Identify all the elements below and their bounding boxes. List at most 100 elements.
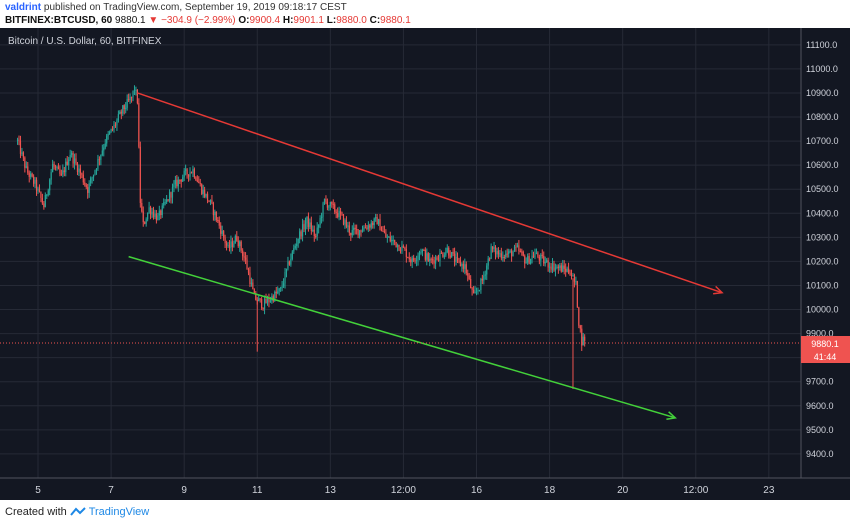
candle-body <box>306 216 308 224</box>
candle-body <box>149 207 152 215</box>
candle-body <box>50 172 52 180</box>
candle-body <box>474 291 476 294</box>
candle-body <box>353 227 355 231</box>
resistance-trendline[interactable] <box>137 92 723 294</box>
candle-body <box>52 164 54 173</box>
candle-body <box>361 230 364 232</box>
candle-body <box>515 246 517 248</box>
candle-body <box>90 178 92 184</box>
candle-body <box>547 260 549 268</box>
x-tick-label: 12:00 <box>391 485 416 496</box>
candle-body <box>22 152 24 158</box>
candle-body <box>54 166 57 168</box>
candle-body <box>176 179 178 187</box>
published-text: published on TradingView.com, September … <box>43 2 347 13</box>
candle-body <box>240 241 242 251</box>
candle-body <box>430 258 432 260</box>
candle-body <box>414 260 416 262</box>
candle-body <box>76 163 79 172</box>
candle-body <box>242 250 244 257</box>
candle-body <box>497 250 500 255</box>
candle-body <box>500 253 502 259</box>
candle-body <box>427 253 429 262</box>
candle-body <box>569 272 571 276</box>
x-tick-label: 16 <box>471 485 483 496</box>
candle-body <box>69 154 71 160</box>
candle-body <box>185 169 187 171</box>
candle-body <box>114 124 117 126</box>
created-with: Created with TradingView <box>5 506 149 518</box>
candle-body <box>206 193 209 201</box>
candle-body <box>138 103 140 147</box>
candle-body <box>249 272 251 284</box>
chart-canvas[interactable]: 9400.09500.09600.09700.09800.09900.01000… <box>0 28 850 500</box>
y-tick-label: 9400.0 <box>806 449 834 459</box>
candle-body <box>470 278 472 289</box>
candle-body <box>337 213 339 218</box>
candle-body <box>193 169 196 178</box>
candle-body <box>187 174 190 177</box>
candle-body <box>391 239 393 242</box>
candle-body <box>201 184 203 194</box>
candle-body <box>291 251 293 259</box>
tradingview-brand-link[interactable]: TradingView <box>88 506 150 518</box>
time-axis[interactable] <box>0 478 850 500</box>
support-trendline[interactable] <box>128 255 676 419</box>
x-tick-label: 5 <box>35 485 41 496</box>
candle-body <box>130 97 133 99</box>
y-tick-label: 9600.0 <box>806 401 834 411</box>
price-axis[interactable] <box>801 28 850 500</box>
y-tick-label: 10200.0 <box>806 256 839 266</box>
candle-body <box>252 282 254 290</box>
price-change: ▼ −304.9 (−2.99%) <box>148 15 236 26</box>
candle-body <box>31 173 33 177</box>
low-label: L: <box>326 15 337 26</box>
candle-body <box>266 298 269 304</box>
candle-body <box>56 166 58 168</box>
candle-body <box>350 232 352 236</box>
candle-body <box>323 198 326 204</box>
candle-body <box>576 281 578 308</box>
candle-body <box>344 220 346 225</box>
candle-body <box>278 288 280 292</box>
candle-body <box>18 139 20 142</box>
candle-body <box>297 239 299 244</box>
author-link[interactable]: valdrint <box>5 2 42 13</box>
candle-body <box>575 281 577 283</box>
candle-body <box>123 105 125 109</box>
candle-body <box>404 247 406 250</box>
candle-body <box>296 243 298 246</box>
candle-body <box>418 252 421 256</box>
candle-body <box>442 253 444 257</box>
candle-body <box>478 290 481 292</box>
candle-body <box>496 250 498 255</box>
candle-body <box>28 172 30 177</box>
last-price: 9880.1 <box>115 15 146 26</box>
candle-body <box>158 210 160 216</box>
resistance-arrowhead <box>713 285 724 295</box>
countdown-badge-text: 41:44 <box>814 352 837 362</box>
grid <box>0 28 801 478</box>
candle-body <box>84 182 86 185</box>
candle-body <box>326 201 329 208</box>
candle-body <box>234 236 236 244</box>
candle-body <box>521 251 523 253</box>
candle-body <box>527 256 529 263</box>
candle-body <box>551 263 554 270</box>
candle-body <box>78 168 80 172</box>
candle-body <box>316 227 318 237</box>
candle-body <box>382 230 384 232</box>
y-tick-label: 9900.0 <box>806 329 834 339</box>
candle-body <box>135 89 137 91</box>
candle-body <box>186 169 188 175</box>
candle-body <box>392 239 394 241</box>
candle-body <box>512 251 514 257</box>
candle-body <box>372 222 374 226</box>
candle-body <box>364 227 367 229</box>
candle-body <box>66 161 68 166</box>
candle-body <box>81 173 83 175</box>
chart-background <box>0 28 850 500</box>
candle-body <box>43 203 45 208</box>
support-arrowhead <box>666 411 677 421</box>
y-tick-label: 10800.0 <box>806 112 839 122</box>
